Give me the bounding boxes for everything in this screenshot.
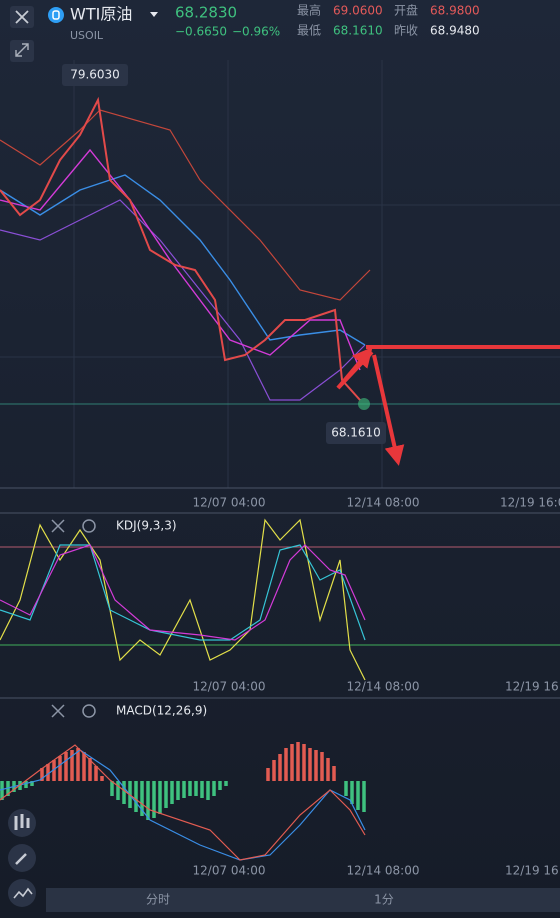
upper-band: [0, 109, 371, 301]
stat-label: 开盘: [394, 3, 418, 18]
main-chart: 79.6030 68.1610 12/07 04:00 12/14 08:00 …: [0, 60, 560, 510]
x-label: 12/14 08:00: [347, 864, 420, 878]
settings-icon[interactable]: [82, 704, 96, 718]
price: 68.2830: [175, 4, 237, 22]
x-label: 12/19 16:00: [505, 864, 560, 878]
stat-value: 69.0600: [333, 4, 383, 18]
line-icon: [13, 887, 33, 899]
x-label: 12/19 16:00: [505, 680, 560, 694]
label-box: [62, 64, 128, 86]
close-icon[interactable]: [51, 519, 65, 533]
current-dot: [358, 398, 370, 410]
ma-line: [0, 148, 361, 371]
high-label: 79.6030: [70, 68, 120, 82]
stat-label: 最高: [297, 3, 321, 18]
change: −0.6650: [175, 25, 227, 39]
candle-icon: [14, 814, 30, 830]
dropdown-icon[interactable]: [150, 12, 158, 17]
tab[interactable]: 1分: [374, 893, 394, 907]
kdj-j: [0, 518, 366, 681]
settings-icon[interactable]: [82, 519, 96, 533]
kdj-k: [0, 544, 366, 641]
macd-bars-up: [40, 742, 336, 781]
price-candles: [0, 96, 361, 401]
close-icon: [15, 10, 29, 24]
annotation-arrow: [372, 354, 405, 466]
symbol-code: USOIL: [70, 29, 104, 42]
annotation-arrow: [336, 346, 373, 390]
x-label: 12/07 04:00: [193, 496, 266, 510]
x-label: 12/19 16:00: [500, 496, 560, 510]
macd-title: MACD(12,26,9): [116, 704, 207, 718]
symbol[interactable]: WTI原油: [70, 5, 132, 24]
pen-icon: [15, 853, 27, 865]
x-label: 12/14 08:00: [347, 680, 420, 694]
stat-label: 昨收: [394, 24, 418, 38]
current-label: 68.1610: [331, 426, 381, 440]
stat-value: 68.9800: [430, 4, 480, 18]
change-pct: −0.96%: [232, 25, 280, 39]
tab[interactable]: 分时: [146, 893, 170, 907]
x-label: 12/14 08:00: [347, 496, 420, 510]
macd-dif: [0, 749, 366, 861]
label-box: [326, 422, 386, 444]
tab-bar: [46, 888, 560, 912]
stat-label: 最低: [297, 24, 321, 38]
kdj-d: [0, 544, 366, 641]
grid: [0, 60, 560, 488]
stat-value: 68.9480: [430, 24, 480, 38]
stat-value: 68.1610: [333, 24, 383, 38]
header: WTI原油 USOIL 68.2830 −0.6650 −0.96% 最高 69…: [10, 3, 480, 62]
symbol-icon: [48, 7, 64, 23]
tool-button[interactable]: [8, 879, 36, 907]
x-label: 12/07 04:00: [193, 864, 266, 878]
ma-line: [0, 174, 366, 346]
collapse-icon: [15, 43, 29, 57]
kdj-title: KDJ(9,3,3): [116, 519, 177, 533]
side-tools: [8, 809, 36, 907]
close-icon[interactable]: [51, 704, 65, 718]
lower-band: [0, 199, 366, 401]
symbol-icon-mark: [52, 10, 60, 20]
macd-panel: MACD(12,26,9) 12/07 04:00 12/14 08:00 12…: [0, 697, 560, 878]
kdj-panel: KDJ(9,3,3) 12/07 04:00 12/14 08:00 12/19…: [0, 512, 560, 694]
macd-dea: [0, 744, 366, 861]
x-label: 12/07 04:00: [193, 680, 266, 694]
